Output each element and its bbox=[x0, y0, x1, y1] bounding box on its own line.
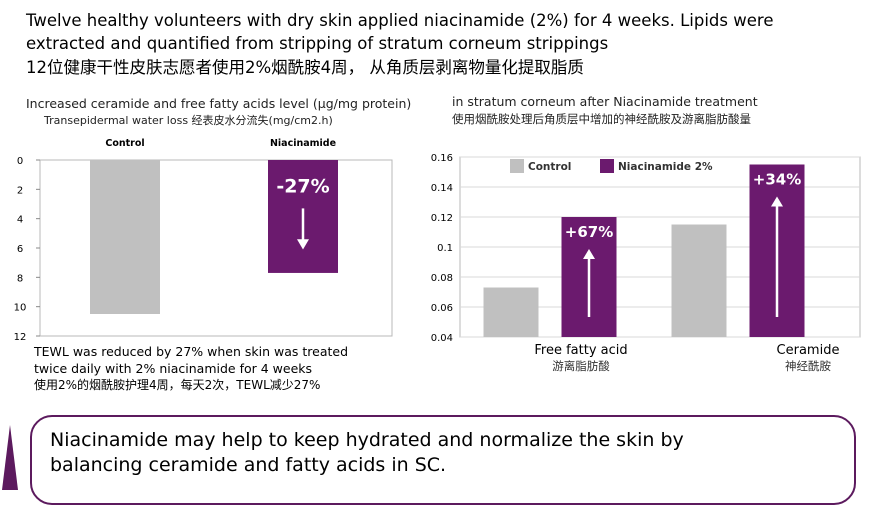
change-label: +67% bbox=[565, 223, 613, 241]
y-tick-label: 8 bbox=[17, 273, 23, 284]
legend-swatch bbox=[510, 159, 524, 173]
conclusion-text: Niacinamide may help to keep hydrated an… bbox=[50, 428, 684, 478]
tewl-caption-3: 使用2%的烟酰胺护理4周，每天2次，TEWL减少27% bbox=[34, 378, 321, 392]
x-category-label: Free fatty acid bbox=[534, 343, 627, 358]
conclusion-line-1: Niacinamide may help to keep hydrated an… bbox=[50, 429, 684, 451]
tewl-caption-2: twice daily with 2% niacinamide for 4 we… bbox=[34, 361, 313, 376]
y-tick-label: 10 bbox=[14, 303, 27, 314]
arrow-head-up-icon bbox=[771, 196, 783, 207]
conclusion-line-2: balancing ceramide and fatty acids in SC… bbox=[50, 454, 447, 476]
y-tick-label: 0 bbox=[17, 156, 23, 167]
x-category-sublabel: 游离脂肪酸 bbox=[552, 359, 610, 373]
legend-swatch bbox=[600, 159, 614, 173]
right-subtitle-2: 使用烟酰胺处理后角质层中增加的神经酰胺及游离脂肪酸量 bbox=[452, 112, 751, 126]
headline-line-1: Twelve healthy volunteers with dry skin … bbox=[26, 11, 774, 30]
legend-label: Control bbox=[528, 161, 571, 173]
legend-label: Niacinamide 2% bbox=[618, 161, 713, 173]
x-category-label: Control bbox=[105, 138, 144, 149]
left-subtitle-2: Transepidermal water loss 经表皮水分流失(mg/cm2… bbox=[44, 114, 333, 127]
y-tick-label: 0.14 bbox=[431, 183, 453, 194]
y-tick-label: 0.1 bbox=[437, 243, 453, 254]
lipid-chart: 0.04 0.06 0.08 0.1 0.12 0.14 0.16 +67% +34% Contr… bbox=[431, 153, 861, 373]
x-category-label: Niacinamide bbox=[270, 138, 336, 149]
bar-control bbox=[483, 287, 539, 337]
change-label: +34% bbox=[753, 171, 801, 189]
bar-control bbox=[90, 160, 160, 314]
accent-decoration bbox=[2, 425, 18, 490]
headline-chinese: 12位健康干性皮肤志愿者使用2%烟酰胺4周， 从角质层剥离物量化提取脂质 bbox=[26, 58, 584, 77]
x-category-sublabel: 神经酰胺 bbox=[785, 359, 831, 373]
headline-line-2: extracted and quantified from stripping … bbox=[26, 34, 609, 53]
arrow-head-down-icon bbox=[297, 239, 309, 250]
bar-control bbox=[671, 224, 727, 337]
tewl-chart: 0 2 4 6 8 10 12 Control Niacinamide -27% bbox=[14, 138, 393, 342]
arrow-head-up-icon bbox=[583, 249, 595, 259]
tewl-caption-1: TEWL was reduced by 27% when skin was tr… bbox=[34, 344, 349, 359]
x-category-label: Ceramide bbox=[777, 343, 840, 358]
y-tick-label: 0.04 bbox=[431, 333, 453, 344]
y-tick-label: 2 bbox=[17, 185, 23, 196]
change-label: -27% bbox=[276, 175, 329, 197]
right-subtitle-1: in stratum corneum after Niacinamide tre… bbox=[452, 94, 758, 109]
y-tick-label: 4 bbox=[17, 215, 23, 226]
y-tick-label: 0.16 bbox=[431, 153, 453, 164]
y-tick-label: 6 bbox=[17, 244, 23, 255]
y-tick-label: 0.08 bbox=[431, 273, 453, 284]
y-tick-label: 0.06 bbox=[431, 303, 453, 314]
y-tick-label: 0.12 bbox=[431, 213, 453, 224]
left-subtitle-1: Increased ceramide and free fatty acids … bbox=[26, 96, 412, 111]
y-tick-label: 12 bbox=[14, 332, 27, 342]
